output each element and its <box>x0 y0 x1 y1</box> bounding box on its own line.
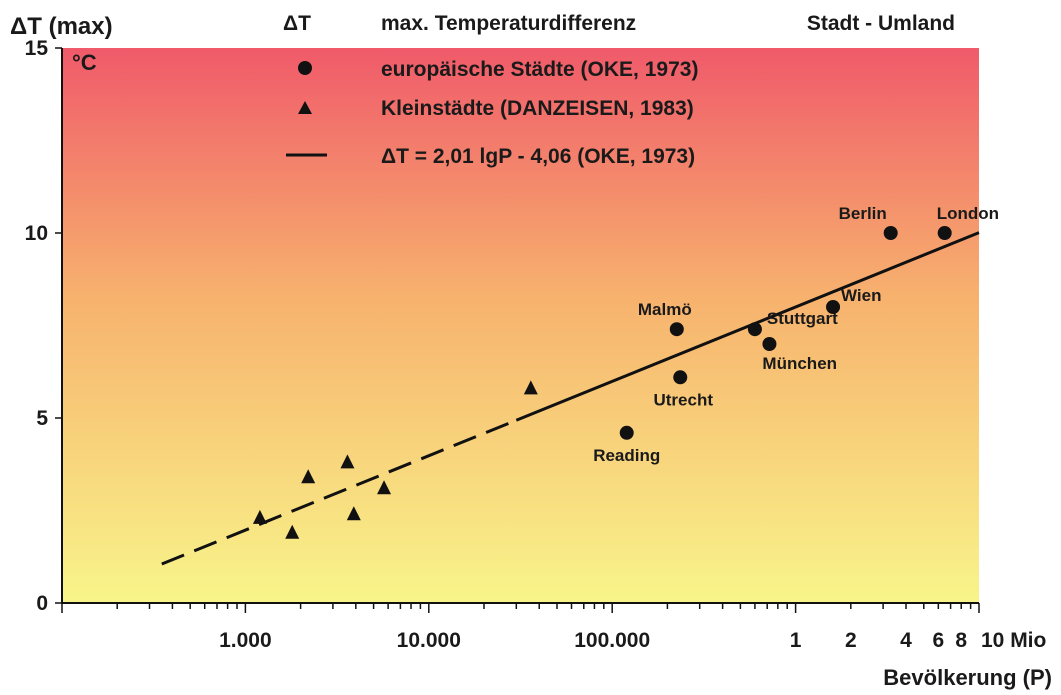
data-points <box>252 226 952 539</box>
y-tick-label: 0 <box>36 592 48 615</box>
y-axis-unit: °C <box>72 50 97 75</box>
triangle-point <box>523 380 538 395</box>
axes <box>61 48 979 604</box>
point-munchen <box>762 337 777 351</box>
label-utrecht: Utrecht <box>653 390 713 409</box>
plot-background <box>62 48 979 603</box>
label-wien: Wien <box>841 286 881 305</box>
x-tick-label: 10 Mio <box>981 629 1046 652</box>
x-tick-label: 4 <box>900 629 912 652</box>
y-axis-label: ΔT (max) <box>10 13 113 40</box>
legend-circle-marker <box>298 61 312 75</box>
triangle-point <box>340 454 355 469</box>
point-reading <box>619 425 634 440</box>
legend-triangle-marker <box>298 101 312 114</box>
triangle-point <box>252 509 267 524</box>
point-stuttgart <box>747 322 762 337</box>
chart-title: max. Temperaturdifferenz <box>381 12 636 35</box>
point-london <box>937 226 952 240</box>
x-tick-label: 100.000 <box>574 629 650 652</box>
label-malmo: Malmö <box>638 300 692 319</box>
regression-line <box>161 231 980 566</box>
title-symbol: ΔT <box>283 12 311 35</box>
y-tick-labels: 0 5 10 15 <box>25 37 49 615</box>
triangle-point <box>377 480 392 495</box>
x-tick-label: 1 <box>790 629 802 652</box>
point-utrecht <box>673 370 688 385</box>
label-berlin: Berlin <box>839 204 887 223</box>
x-axis-label: Bevölkerung (P) <box>883 665 1052 690</box>
y-tick-label: 15 <box>25 37 49 60</box>
point-wien <box>826 300 841 314</box>
x-tick-label: 2 <box>845 629 857 652</box>
regression-line-solid <box>515 231 980 422</box>
y-tick-label: 10 <box>25 222 48 245</box>
x-tick-label: 8 <box>955 629 967 652</box>
legend-series-kleinstaedte: Kleinstädte (DANZEISEN, 1983) <box>381 97 694 120</box>
point-berlin <box>883 226 898 240</box>
y-tick-label: 5 <box>36 407 48 430</box>
tick-marks <box>55 47 980 613</box>
label-reading: Reading <box>593 446 660 465</box>
regression-line-dashed <box>161 418 517 566</box>
legend-series-europaeische-staedte: europäische Städte (OKE, 1973) <box>381 58 698 81</box>
x-tick-label: 1.000 <box>219 629 272 652</box>
legend: ΔT max. Temperaturdifferenz Stadt - Umla… <box>283 12 955 168</box>
label-munchen: München <box>762 354 837 373</box>
x-tick-label: 10.000 <box>397 629 461 652</box>
triangle-point <box>346 506 361 521</box>
x-tick-label: 6 <box>932 629 944 652</box>
legend-regression: ΔT = 2,01 lgP - 4,06 (OKE, 1973) <box>381 145 695 168</box>
chart-title-right: Stadt - Umland <box>807 12 955 35</box>
triangle-point <box>285 524 300 539</box>
triangle-point <box>301 469 316 484</box>
label-stuttgart: Stuttgart <box>767 309 838 328</box>
point-malmo <box>669 322 684 337</box>
point-labels: Reading Malmö Utrecht Stuttgart München Wien B… <box>593 204 999 465</box>
x-tick-labels: 1.000 10.000 100.000 1 2 4 6 8 10 Mio <box>219 629 1046 652</box>
label-london: London <box>937 204 999 223</box>
